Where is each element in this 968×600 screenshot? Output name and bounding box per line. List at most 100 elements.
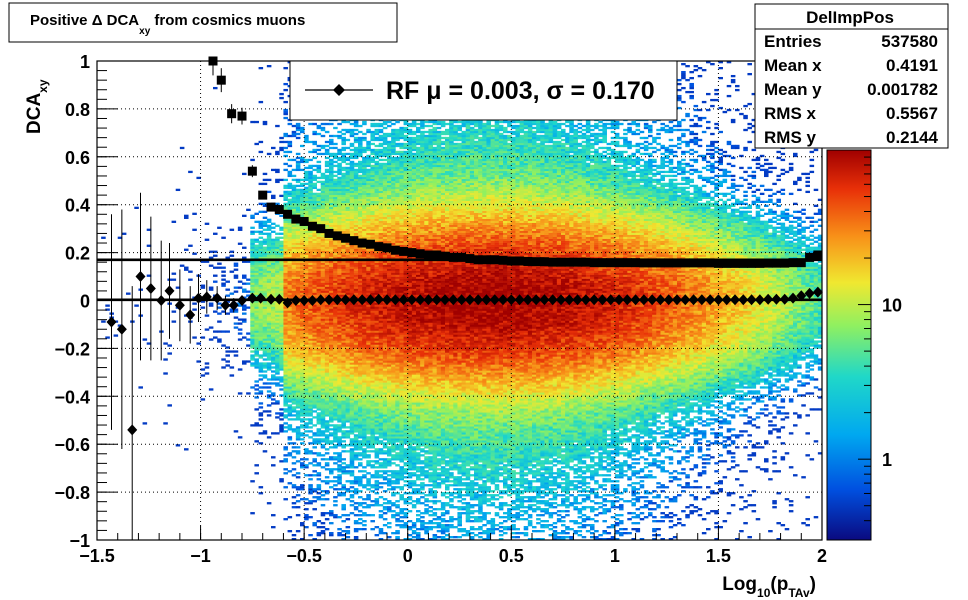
- heatmap-cell: [370, 514, 375, 517]
- heatmap-cell: [304, 336, 309, 339]
- heatmap-cell: [308, 378, 313, 381]
- heatmap-cell: [258, 150, 264, 154]
- heatmap-cell: [370, 464, 375, 467]
- heatmap-cell: [279, 354, 284, 357]
- heatmap-cell: [262, 314, 268, 317]
- heatmap-cell: [337, 150, 342, 154]
- heatmap-cell: [382, 384, 388, 387]
- heatmap-cell: [250, 316, 255, 319]
- heatmap-cell: [345, 498, 351, 501]
- heatmap-cell: [266, 386, 272, 389]
- heatmap-cell: [378, 420, 384, 423]
- heatmap-cell: [362, 216, 367, 219]
- heatmap-cell: [358, 518, 363, 521]
- heatmap-cell: [349, 220, 355, 223]
- heatmap-cell: [217, 338, 222, 341]
- heatmap-cell: [345, 180, 351, 184]
- heatmap-cell: [366, 368, 371, 371]
- heatmap-cell: [283, 486, 288, 489]
- heatmap-cell: [279, 312, 284, 315]
- heatmap-cell: [312, 268, 317, 271]
- heatmap-cell: [362, 414, 367, 417]
- heatmap-cell: [337, 420, 342, 423]
- heatmap-cell: [304, 332, 309, 335]
- heatmap-cell: [349, 202, 355, 205]
- heatmap-cell: [320, 360, 326, 363]
- heatmap-cell: [374, 442, 380, 445]
- heatmap-cell: [349, 204, 355, 207]
- heatmap-cell: [366, 390, 371, 393]
- heatmap-cell: [287, 198, 293, 202]
- heatmap-cell: [324, 350, 330, 353]
- heatmap-cell: [295, 292, 301, 295]
- heatmap-cell: [312, 360, 317, 363]
- heatmap-cell: [366, 274, 371, 277]
- heatmap-cell: [312, 388, 317, 391]
- heatmap-cell: [345, 286, 351, 289]
- heatmap-cell: [333, 440, 338, 443]
- heatmap-cell: [366, 370, 371, 373]
- heatmap-cell: [262, 280, 268, 283]
- heatmap-cell: [291, 370, 297, 373]
- heatmap-cell: [291, 430, 297, 433]
- heatmap-cell: [353, 152, 359, 156]
- heatmap-cell: [353, 438, 359, 441]
- heatmap-cell: [250, 250, 255, 253]
- heatmap-cell: [250, 256, 255, 259]
- heatmap-cell: [283, 282, 288, 285]
- heatmap-cell: [345, 158, 351, 162]
- heatmap-cell: [316, 254, 322, 257]
- heatmap-cell: [295, 334, 301, 337]
- heatmap-cell: [283, 370, 288, 373]
- heatmap-cell: [329, 372, 334, 375]
- heatmap-cell: [341, 426, 346, 429]
- heatmap-cell: [283, 280, 288, 283]
- heatmap-cell: [312, 196, 317, 200]
- heatmap-cell: [304, 264, 309, 267]
- heatmap-cell: [312, 286, 317, 289]
- heatmap-cell: [300, 240, 305, 243]
- heatmap-cell: [366, 190, 371, 194]
- heatmap-cell: [295, 192, 301, 196]
- heatmap-cell: [341, 382, 346, 385]
- heatmap-cell: [300, 212, 305, 215]
- heatmap-cell: [341, 230, 346, 233]
- heatmap-cell: [258, 290, 264, 293]
- heatmap-cell: [316, 488, 322, 491]
- heatmap-cell: [246, 290, 251, 293]
- heatmap-cell: [254, 278, 259, 281]
- heatmap-cell: [291, 358, 297, 361]
- heatmap-cell: [362, 402, 367, 405]
- heatmap-cell: [362, 382, 367, 385]
- heatmap-cell: [316, 464, 322, 467]
- heatmap-cell: [312, 294, 317, 297]
- heatmap-cell: [262, 306, 268, 309]
- heatmap-cell: [337, 214, 342, 217]
- heatmap-cell: [275, 152, 280, 156]
- heatmap-cell: [345, 172, 351, 176]
- heatmap-cell: [291, 486, 297, 489]
- heatmap-cell: [287, 288, 293, 291]
- heatmap-cell: [337, 344, 342, 347]
- heatmap-cell: [345, 214, 351, 217]
- heatmap-cell: [258, 246, 264, 249]
- heatmap-cell: [337, 218, 342, 221]
- heatmap-cell: [370, 168, 375, 172]
- heatmap-cell: [374, 304, 380, 307]
- heatmap-cell: [320, 440, 326, 443]
- heatmap-cell: [308, 398, 313, 401]
- heatmap-cell: [353, 502, 359, 505]
- heatmap-cell: [279, 226, 284, 229]
- heatmap-cell: [345, 326, 351, 329]
- heatmap-cell: [329, 138, 334, 142]
- heatmap-cell: [333, 338, 338, 341]
- heatmap-cell: [333, 212, 338, 215]
- heatmap-cell: [329, 152, 334, 156]
- heatmap-cell: [333, 372, 338, 375]
- heatmap-cell: [320, 526, 326, 529]
- heatmap-cell: [320, 234, 326, 237]
- heatmap-cell: [374, 314, 380, 317]
- heatmap-cell: [320, 372, 326, 375]
- heatmap-cell: [324, 284, 330, 287]
- heatmap-cell: [337, 444, 342, 447]
